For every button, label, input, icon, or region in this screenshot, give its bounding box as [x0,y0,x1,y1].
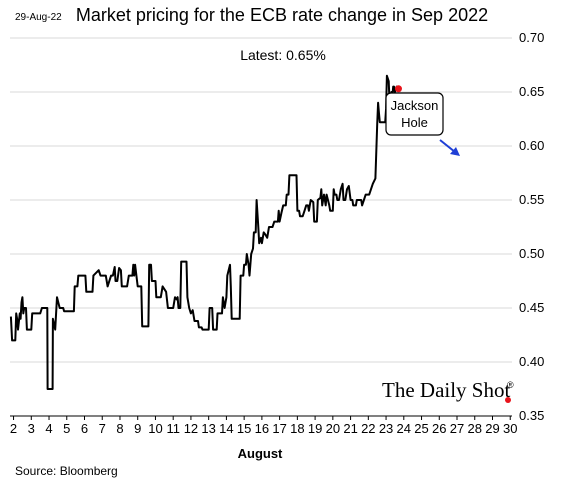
y-tick-label: 0.35 [519,408,544,423]
x-tick-label: 30 [503,421,517,436]
source-note: Source: Bloomberg [15,464,118,478]
x-tick-label: 27 [450,421,464,436]
callout-box [385,92,444,136]
y-tick-label: 0.55 [519,192,544,207]
x-tick-label: 24 [397,421,411,436]
x-tick-label: 14 [219,421,233,436]
brand-watermark: The Daily Shot ® [382,378,514,402]
x-tick-label: 18 [290,421,304,436]
x-tick-label: 19 [308,421,322,436]
y-tick-label: 0.65 [519,84,544,99]
x-tick-label: 8 [116,421,123,436]
x-tick-label: 25 [414,421,428,436]
y-tick-label: 0.60 [519,138,544,153]
x-tick-label: 2 [10,421,17,436]
latest-marker [394,85,402,93]
x-tick-label: 29 [485,421,499,436]
callout-line-2: Hole [401,115,428,130]
y-tick-label: 0.40 [519,354,544,369]
y-tick-label: 0.45 [519,300,544,315]
x-tick-label: 13 [201,421,215,436]
brand-dot [505,397,511,403]
callout-line-1: Jackson [391,98,439,113]
x-tick-label: 28 [468,421,482,436]
x-tick-label: 23 [379,421,393,436]
x-tick-label: 6 [81,421,88,436]
x-tick-label: 20 [326,421,340,436]
x-tick-label: 26 [432,421,446,436]
x-tick-label: 3 [28,421,35,436]
x-tick-label: 10 [148,421,162,436]
x-axis-ticks: 2 3 4 5 6 7 8 9 10 11 12 13 14 15 16 17 18 19 20 21 22 23 24 25… [10,416,517,436]
x-tick-label: 17 [272,421,286,436]
y-axis-ticks: 0.35 0.40 0.45 0.50 0.55 0.60 0.65 0.70 [519,30,544,423]
series-line-ecb-pricing [9,74,400,390]
latest-label: Latest: 0.65% [240,47,326,63]
y-tick-label: 0.50 [519,246,544,261]
chart-title: Market pricing for the ECB rate change i… [75,5,489,25]
x-axis-label: August [238,446,283,461]
x-tick-label: 15 [237,421,251,436]
grid-lines [10,37,512,363]
x-tick-label: 22 [361,421,375,436]
jackson-hole-callout: Jackson Hole [385,92,444,136]
x-tick-label: 16 [255,421,269,436]
x-tick-label: 21 [343,421,357,436]
brand-name: The Daily Shot [382,378,510,402]
x-tick-label: 4 [45,421,52,436]
brand-mark: ® [507,380,514,390]
x-tick-label: 9 [134,421,141,436]
x-tick-label: 7 [99,421,106,436]
x-tick-label: 11 [166,421,180,436]
callout-arrow [439,139,460,156]
y-tick-label: 0.70 [519,30,544,45]
x-tick-label: 5 [63,421,70,436]
chart-date: 29-Aug-22 [15,12,62,23]
x-tick-label: 12 [184,421,198,436]
